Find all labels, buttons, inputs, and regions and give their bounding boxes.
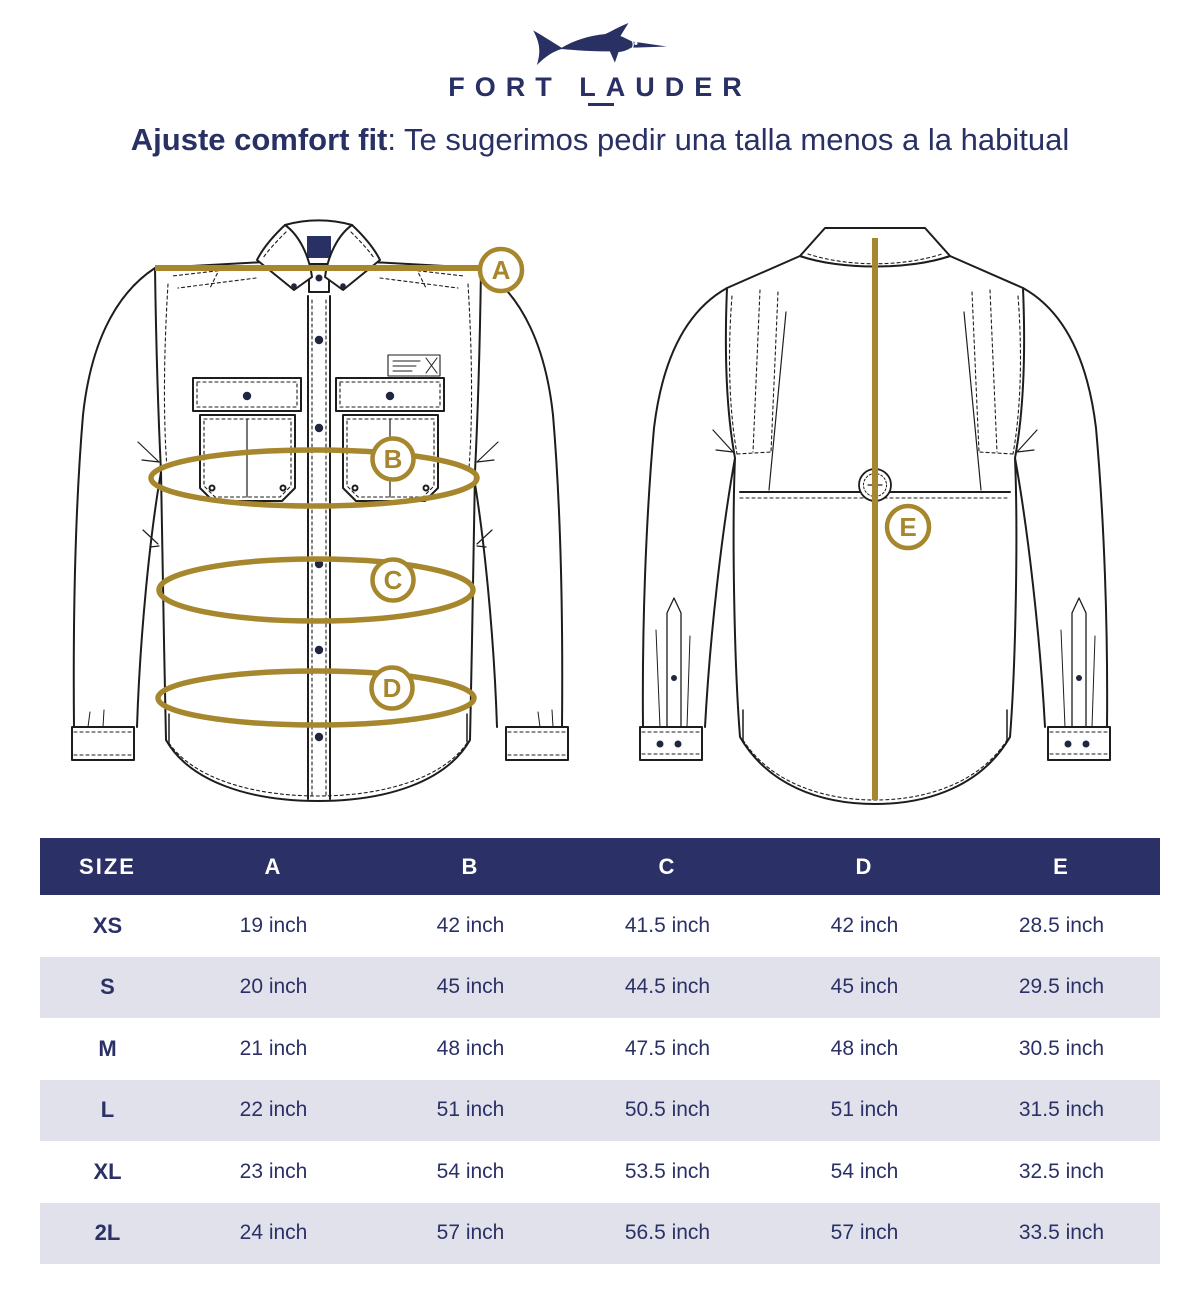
header-b: B	[461, 853, 480, 879]
sleeve-placket-left	[655, 597, 691, 728]
value-c: 53.5 inch	[624, 1159, 711, 1183]
brand-logo: FORT LAUDER	[0, 18, 1200, 103]
size-label: L	[100, 1097, 115, 1123]
value-a: 23 inch	[239, 1159, 308, 1183]
measure-ellipse-b	[148, 447, 480, 509]
value-c: 56.5 inch	[624, 1221, 711, 1245]
table-row-2l: 2L 24 inch 57 inch 56.5 inch 57 inch 33.…	[40, 1202, 1160, 1264]
measure-label-d: D	[383, 673, 402, 703]
size-label: XL	[93, 1158, 122, 1184]
header-c: C	[658, 853, 677, 879]
value-e: 28.5 inch	[1018, 913, 1105, 937]
sleeve-placket-right	[1060, 597, 1096, 728]
size-label: S	[100, 974, 115, 1000]
front-measure-overlay: A B C D	[148, 246, 525, 728]
value-a: 24 inch	[239, 1221, 308, 1245]
value-c: 44.5 inch	[624, 975, 711, 999]
value-b: 48 inch	[436, 1036, 505, 1060]
size-label: 2L	[94, 1220, 121, 1246]
header-d: D	[855, 853, 874, 879]
value-b: 51 inch	[436, 1098, 505, 1122]
value-e: 33.5 inch	[1018, 1221, 1105, 1245]
measure-label-b: B	[384, 444, 403, 474]
letter-underline	[588, 103, 614, 106]
measure-ellipse-d	[155, 668, 477, 728]
value-a: 19 inch	[239, 913, 308, 937]
value-d: 51 inch	[830, 1098, 899, 1122]
value-e: 30.5 inch	[1018, 1036, 1105, 1060]
measure-label-c: C	[384, 565, 403, 595]
table-row-l: L 22 inch 51 inch 50.5 inch 51 inch 31.5…	[40, 1079, 1160, 1141]
fit-advice-bold: Ajuste comfort fit	[130, 122, 388, 157]
shirt-front-lineart	[71, 219, 569, 802]
marlin-fish-icon	[533, 22, 667, 66]
table-row-xs: XS 19 inch 42 inch 41.5 inch 42 inch 28.…	[40, 895, 1160, 957]
header-size: SIZE	[79, 853, 136, 879]
size-table: SIZE A B C D E XS 19 inch 42 inch 41.5 i…	[40, 838, 1160, 1264]
shirt-front-diagram: A B C D	[60, 200, 580, 825]
measure-ellipse-c	[156, 556, 476, 624]
measure-label-e: E	[899, 512, 916, 542]
header-a: A	[264, 853, 283, 879]
measure-badge-b	[370, 436, 416, 482]
fit-advice-text: Ajuste comfort fit: Te sugerimos pedir u…	[0, 122, 1200, 158]
size-label: M	[98, 1035, 117, 1061]
fit-advice-rest: : Te sugerimos pedir una talla menos a l…	[387, 122, 1070, 157]
value-d: 45 inch	[830, 975, 899, 999]
value-a: 22 inch	[239, 1098, 308, 1122]
neck-label	[307, 236, 331, 258]
measure-badge-a	[477, 246, 525, 294]
brand-name: FORT LAUDER	[448, 72, 752, 102]
value-c: 47.5 inch	[624, 1036, 711, 1060]
value-c: 41.5 inch	[624, 913, 711, 937]
value-d: 42 inch	[830, 913, 899, 937]
measure-badge-c	[370, 557, 416, 603]
value-e: 31.5 inch	[1018, 1098, 1105, 1122]
value-b: 54 inch	[436, 1159, 505, 1183]
header-e: E	[1053, 853, 1070, 879]
value-a: 21 inch	[239, 1036, 308, 1060]
value-d: 54 inch	[830, 1159, 899, 1183]
value-d: 57 inch	[830, 1221, 899, 1245]
value-c: 50.5 inch	[624, 1098, 711, 1122]
value-e: 29.5 inch	[1018, 975, 1105, 999]
value-a: 20 inch	[239, 975, 308, 999]
value-d: 48 inch	[830, 1036, 899, 1060]
value-e: 32.5 inch	[1018, 1159, 1105, 1183]
value-b: 45 inch	[436, 975, 505, 999]
brand-patch	[387, 354, 441, 377]
size-table-header: SIZE A B C D E	[40, 838, 1160, 895]
measure-badge-d	[369, 665, 415, 711]
value-b: 57 inch	[436, 1221, 505, 1245]
shirt-back-diagram: E	[620, 200, 1160, 825]
measure-badge-e	[884, 503, 932, 551]
table-row-m: M 21 inch 48 inch 47.5 inch 48 inch 30.5…	[40, 1018, 1160, 1080]
back-measure-overlay: E	[872, 238, 932, 800]
measure-label-a: A	[492, 255, 511, 285]
chest-pocket-left	[192, 377, 302, 502]
table-row-xl: XL 23 inch 54 inch 53.5 inch 54 inch 32.…	[40, 1141, 1160, 1203]
placket-buttons	[314, 335, 324, 742]
table-row-s: S 20 inch 45 inch 44.5 inch 45 inch 29.5…	[40, 956, 1160, 1018]
size-label: XS	[92, 912, 123, 938]
value-b: 42 inch	[436, 913, 505, 937]
